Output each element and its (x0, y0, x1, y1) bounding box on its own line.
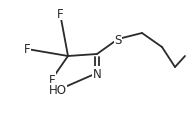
Text: F: F (49, 73, 55, 86)
Text: N: N (93, 67, 101, 80)
Text: F: F (24, 43, 30, 56)
Text: HO: HO (49, 84, 67, 97)
Text: S: S (114, 33, 122, 46)
Text: F: F (57, 7, 63, 20)
